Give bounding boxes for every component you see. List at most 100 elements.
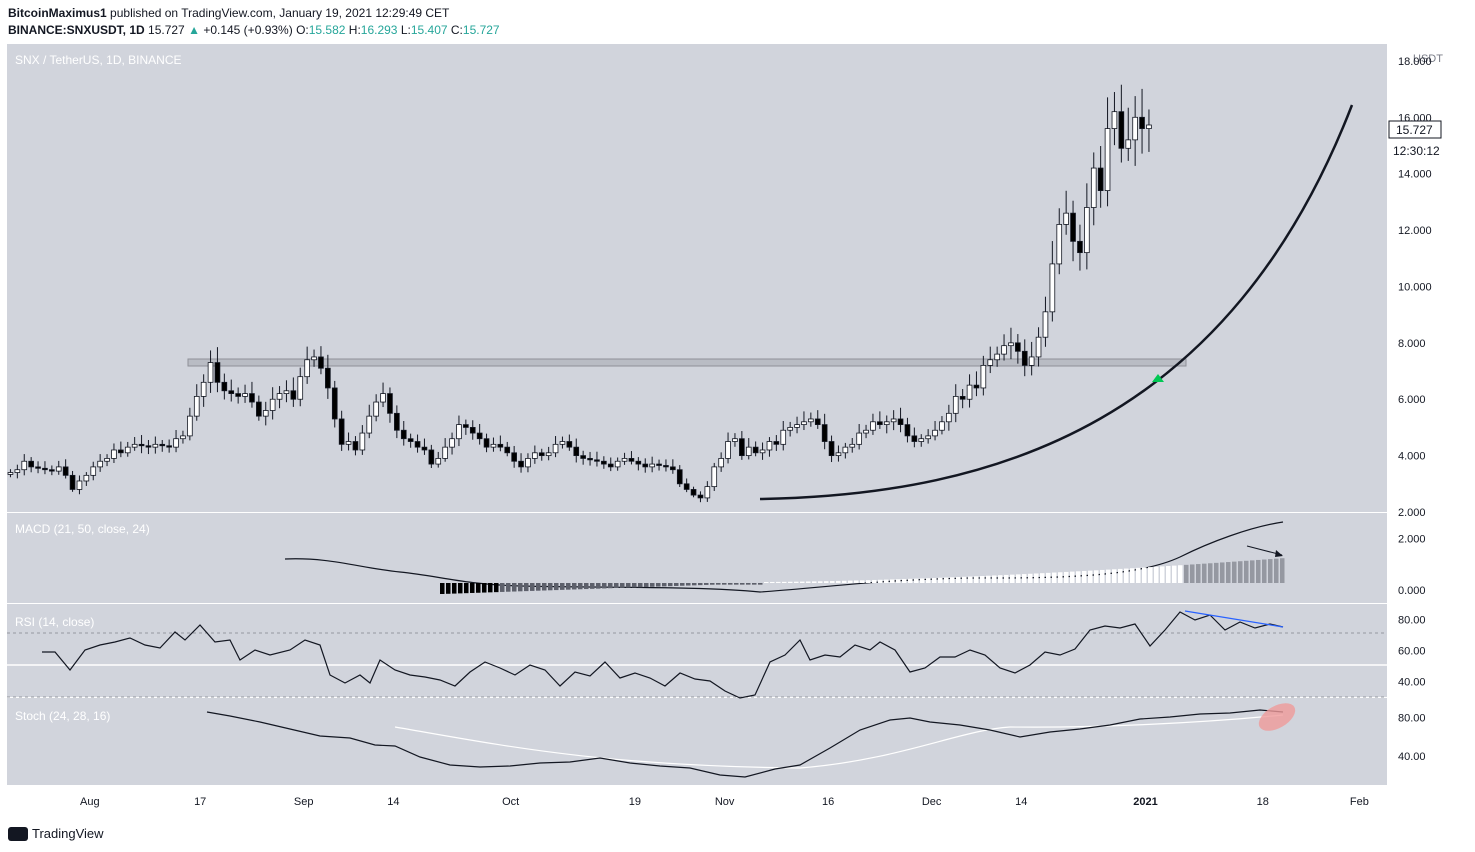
- candle[interactable]: [732, 433, 738, 447]
- author-name[interactable]: BitcoinMaximus1: [8, 6, 107, 20]
- candle[interactable]: [1035, 327, 1042, 367]
- tradingview-logo[interactable]: TradingView: [8, 826, 104, 841]
- candle[interactable]: [97, 454, 103, 472]
- candle[interactable]: [1118, 84, 1125, 163]
- candle[interactable]: [504, 441, 511, 457]
- candle[interactable]: [870, 413, 876, 435]
- candle[interactable]: [614, 457, 621, 471]
- candle[interactable]: [35, 461, 41, 474]
- resistance-zone[interactable]: [187, 358, 1187, 367]
- candle[interactable]: [1008, 327, 1014, 360]
- candle[interactable]: [959, 389, 966, 409]
- candle[interactable]: [90, 461, 97, 481]
- candle[interactable]: [338, 410, 345, 451]
- candle[interactable]: [1097, 146, 1104, 208]
- candle[interactable]: [83, 472, 90, 486]
- candle[interactable]: [808, 412, 814, 427]
- candle[interactable]: [331, 380, 338, 428]
- candle[interactable]: [766, 437, 773, 457]
- candle[interactable]: [1028, 341, 1035, 376]
- candle[interactable]: [918, 434, 925, 447]
- candle[interactable]: [801, 411, 807, 431]
- candle[interactable]: [773, 435, 780, 451]
- candle[interactable]: [704, 481, 711, 502]
- rsi-line[interactable]: [42, 611, 1284, 699]
- candle[interactable]: [1070, 200, 1076, 262]
- candle[interactable]: [249, 381, 255, 408]
- candle[interactable]: [180, 430, 186, 444]
- candle[interactable]: [269, 387, 276, 420]
- candle[interactable]: [476, 423, 483, 445]
- candle[interactable]: [994, 346, 1000, 367]
- candle[interactable]: [877, 411, 883, 429]
- candle[interactable]: [1042, 296, 1049, 347]
- candle[interactable]: [200, 374, 207, 407]
- candle[interactable]: [718, 452, 724, 472]
- candle[interactable]: [407, 433, 414, 448]
- candle[interactable]: [883, 415, 890, 434]
- candle[interactable]: [373, 394, 379, 422]
- candle[interactable]: [1077, 224, 1083, 271]
- candle[interactable]: [628, 451, 635, 465]
- candle[interactable]: [987, 346, 994, 374]
- candle[interactable]: [394, 405, 400, 439]
- candle[interactable]: [552, 436, 559, 458]
- candle[interactable]: [414, 434, 421, 453]
- candle[interactable]: [932, 420, 938, 441]
- candle[interactable]: [345, 432, 352, 451]
- candle[interactable]: [463, 419, 469, 435]
- candle[interactable]: [159, 439, 166, 452]
- candle[interactable]: [897, 407, 904, 433]
- candle[interactable]: [580, 450, 586, 465]
- candle[interactable]: [49, 465, 55, 476]
- candle[interactable]: [290, 377, 297, 407]
- candle[interactable]: [214, 347, 221, 393]
- candle[interactable]: [387, 387, 393, 423]
- candle[interactable]: [304, 346, 310, 384]
- candle[interactable]: [76, 475, 83, 495]
- candle[interactable]: [352, 436, 359, 456]
- candle[interactable]: [814, 410, 821, 429]
- candle[interactable]: [966, 374, 973, 408]
- candle[interactable]: [545, 446, 552, 461]
- candle[interactable]: [42, 461, 48, 475]
- macd-line[interactable]: [284, 521, 1284, 593]
- candle[interactable]: [642, 458, 649, 473]
- candle[interactable]: [428, 444, 435, 469]
- candle[interactable]: [283, 380, 290, 403]
- candle[interactable]: [1021, 339, 1028, 377]
- candle[interactable]: [497, 435, 504, 452]
- candle[interactable]: [21, 454, 28, 476]
- candle[interactable]: [1111, 92, 1118, 146]
- candle[interactable]: [490, 437, 497, 452]
- candle[interactable]: [828, 435, 835, 463]
- candle[interactable]: [849, 438, 856, 453]
- candle[interactable]: [14, 464, 21, 479]
- candle[interactable]: [759, 442, 766, 460]
- candle[interactable]: [525, 453, 531, 473]
- candle[interactable]: [28, 457, 34, 473]
- candle[interactable]: [173, 430, 179, 453]
- candle[interactable]: [973, 371, 980, 397]
- candle[interactable]: [359, 425, 366, 455]
- candle[interactable]: [739, 431, 745, 460]
- candle[interactable]: [835, 445, 842, 462]
- candle[interactable]: [842, 442, 849, 459]
- candle[interactable]: [635, 457, 642, 471]
- candle[interactable]: [1132, 96, 1138, 166]
- candle[interactable]: [207, 350, 214, 393]
- candle[interactable]: [469, 420, 476, 440]
- candle[interactable]: [649, 456, 655, 473]
- stoch-signal-line[interactable]: [394, 714, 1284, 769]
- candle[interactable]: [138, 435, 145, 454]
- candle[interactable]: [780, 420, 787, 451]
- candle[interactable]: [1015, 334, 1021, 364]
- candle[interactable]: [1125, 107, 1132, 161]
- candle[interactable]: [532, 445, 538, 464]
- candle[interactable]: [890, 410, 897, 431]
- candle[interactable]: [683, 478, 690, 493]
- candle[interactable]: [821, 413, 828, 450]
- candle[interactable]: [69, 470, 76, 492]
- candle[interactable]: [193, 384, 200, 421]
